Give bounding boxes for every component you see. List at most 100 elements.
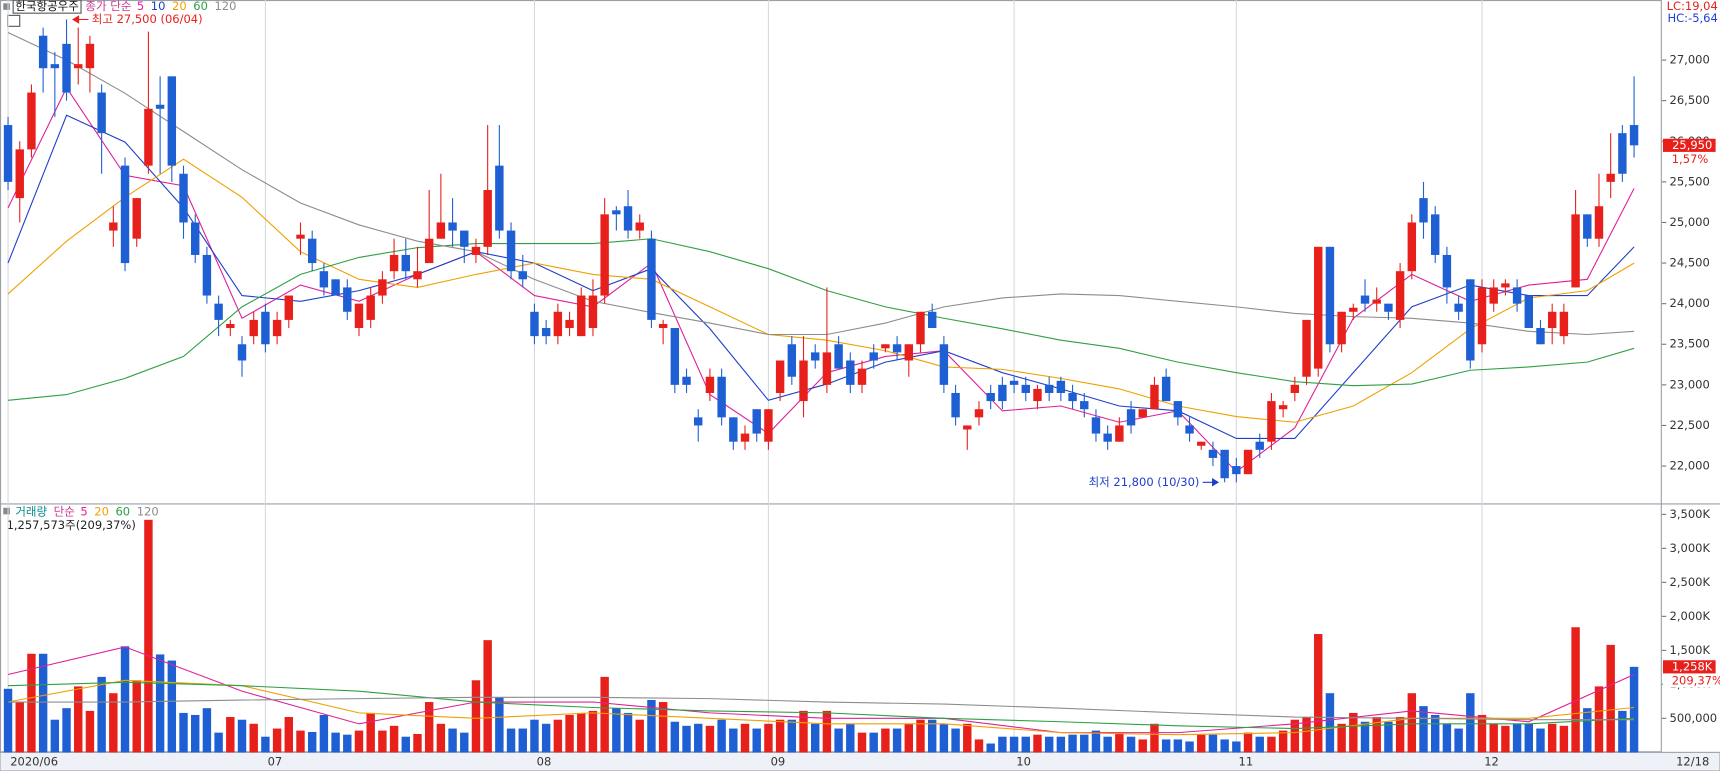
volume-bar — [904, 723, 914, 753]
volume-bar — [50, 719, 60, 753]
annotation-text: 최저 21,800 (10/30) — [1089, 475, 1200, 489]
volume-bar — [1290, 719, 1300, 753]
x-end-label: 12/18 — [1676, 755, 1709, 769]
panel-icon — [3, 3, 10, 10]
candle-body — [600, 214, 609, 296]
candle-body — [1138, 409, 1147, 418]
volume-bar — [226, 716, 235, 753]
candle-body — [1173, 401, 1183, 418]
volume-bar — [191, 714, 200, 753]
candle-body — [799, 360, 808, 402]
candle-body — [506, 230, 516, 272]
candle-body — [775, 360, 785, 393]
y-tick-label: 2,000K — [1670, 609, 1711, 623]
volume-bar — [1618, 710, 1627, 753]
y-tick-label: 23,000 — [1670, 377, 1710, 391]
volume-bar — [1571, 627, 1580, 753]
volume-bar — [939, 723, 949, 753]
candle-body — [729, 417, 738, 442]
volume-bar — [916, 719, 925, 753]
y-tick-label: 2,500K — [1670, 575, 1711, 589]
candle-body — [179, 173, 188, 223]
candle-body — [1395, 271, 1405, 320]
candle-body — [1325, 246, 1335, 345]
volume-bar — [799, 710, 808, 753]
y-tick-label: 26,500 — [1670, 93, 1710, 107]
volume-bar — [436, 723, 446, 753]
volume-bar — [752, 728, 761, 753]
volume-bar — [1466, 693, 1475, 753]
volume-bar — [1173, 739, 1183, 753]
volume-bar — [495, 697, 504, 753]
candle-body — [1232, 466, 1241, 475]
y-tick-label: 22,500 — [1670, 418, 1710, 432]
last-change-label: 209,37% — [1672, 674, 1720, 688]
x-tick-label: 07 — [268, 755, 283, 769]
candle-body — [577, 295, 586, 337]
candle-body — [27, 92, 36, 150]
legend-item: 120 — [214, 0, 236, 13]
volume-bar — [460, 732, 469, 753]
candle-body — [1115, 425, 1124, 442]
candle-body — [1349, 307, 1358, 312]
volume-bar — [1395, 716, 1405, 753]
candle-body — [155, 104, 165, 109]
candle-body — [1501, 283, 1510, 288]
candle-body — [3, 125, 13, 182]
candle-body — [62, 43, 71, 93]
candle-body — [588, 295, 598, 329]
volume-bar — [1009, 736, 1019, 753]
x-tick-label: 12 — [1484, 755, 1499, 769]
volume-bar — [343, 734, 352, 753]
candle-body — [471, 246, 481, 255]
candle-body — [15, 149, 24, 199]
candle-body — [1185, 425, 1194, 434]
candle-body — [1571, 214, 1580, 288]
last-value-label: 25,950 — [1672, 138, 1712, 152]
volume-bar — [296, 730, 305, 753]
volume-bar — [1349, 712, 1358, 753]
y-tick-label: 24,500 — [1670, 256, 1710, 270]
panel-title: 한국항공우주 — [15, 0, 78, 13]
volume-bar — [1080, 734, 1089, 753]
volume-text: 1,257,573주(209,37%) — [7, 518, 136, 532]
candle-body — [1302, 319, 1311, 377]
ma-line — [8, 696, 1635, 721]
candle-body — [881, 344, 890, 349]
volume-bar — [1208, 734, 1218, 753]
volume-bar — [764, 723, 773, 753]
volume-bar — [647, 699, 656, 753]
candle-body — [518, 271, 527, 280]
volume-bar — [483, 640, 492, 753]
volume-bar — [1161, 739, 1171, 753]
candle-body — [717, 376, 726, 418]
candle-body — [1547, 311, 1557, 329]
candle-body — [1150, 384, 1159, 410]
volume-bar — [1068, 734, 1077, 753]
volume-bar — [787, 719, 797, 753]
candle-body — [74, 64, 83, 69]
candle-body — [822, 352, 832, 385]
candle-body — [202, 254, 212, 296]
volume-bar — [951, 728, 960, 753]
volume-bar — [319, 714, 329, 753]
volume-bar — [1243, 732, 1253, 753]
candle-body — [1208, 449, 1218, 458]
candle-body — [1068, 392, 1077, 402]
candle-body — [869, 352, 878, 361]
x-tick-label: 09 — [771, 755, 786, 769]
volume-bar — [1512, 723, 1522, 753]
candle-body — [1442, 254, 1452, 288]
candle-body — [307, 238, 317, 264]
volume-bar — [729, 728, 738, 753]
volume-bar — [682, 725, 691, 753]
legend-item: 120 — [137, 505, 159, 519]
candle-body — [963, 425, 972, 430]
volume-bar — [846, 723, 855, 753]
candle-body — [296, 234, 305, 239]
volume-bar — [307, 731, 317, 753]
candle-body — [343, 287, 352, 312]
candle-body — [366, 295, 375, 320]
volume-bar — [1302, 716, 1311, 753]
